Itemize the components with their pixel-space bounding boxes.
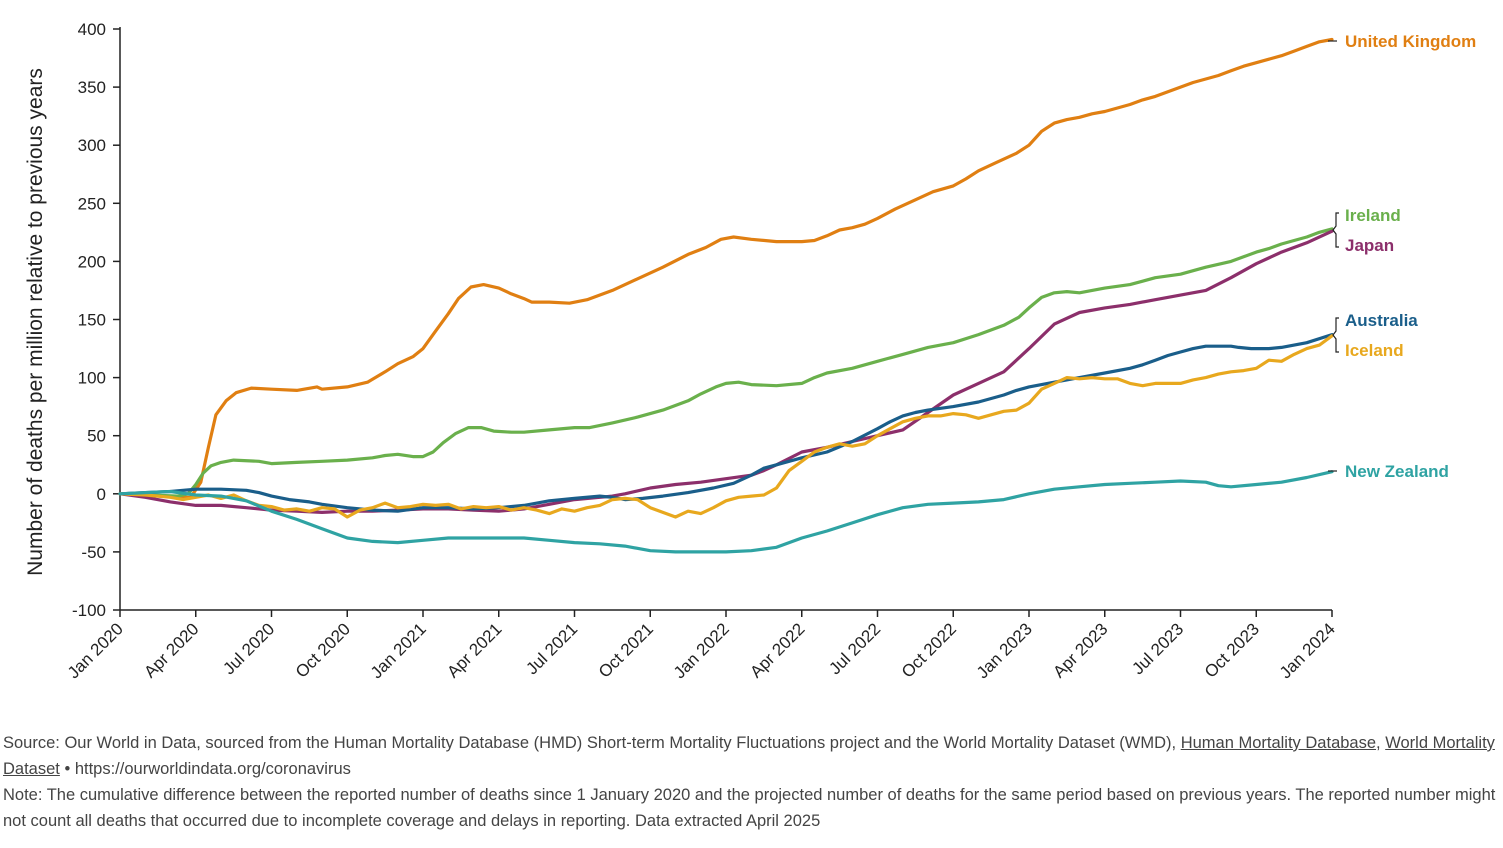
series-lines <box>118 37 1334 554</box>
x-tick-label: Jan 2023 <box>973 619 1036 682</box>
x-tick-label: Jul 2020 <box>219 619 278 678</box>
x-tick-label: Oct 2022 <box>898 619 960 681</box>
label-bracket <box>1332 317 1339 353</box>
series-label-ireland: Ireland <box>1345 206 1401 225</box>
y-tick-label: 100 <box>78 369 106 388</box>
series-line-iceland <box>118 334 1334 519</box>
chart-footer: Source: Our World in Data, sourced from … <box>3 730 1498 834</box>
series-label-iceland: Iceland <box>1345 341 1404 360</box>
x-tick-label: Jan 2021 <box>367 619 430 682</box>
y-tick-label: 0 <box>97 485 106 504</box>
hmd-link[interactable]: Human Mortality Database <box>1180 734 1377 752</box>
x-tick-label: Oct 2021 <box>595 619 657 681</box>
series-label-united-kingdom: United Kingdom <box>1345 32 1476 51</box>
note-text: Note: The cumulative difference between … <box>3 786 1496 830</box>
y-tick-label: -50 <box>81 543 106 562</box>
source-text: Source: Our World in Data, sourced from … <box>3 730 1498 782</box>
series-label-australia: Australia <box>1345 311 1418 330</box>
x-tick-label: Jul 2023 <box>1128 619 1187 678</box>
source-prefix: Source: Our World in Data, sourced from … <box>3 734 1181 752</box>
y-tick-label: 150 <box>78 311 106 330</box>
x-tick-label: Apr 2023 <box>1049 619 1111 681</box>
x-tick-label: Jan 2020 <box>64 619 127 682</box>
x-tick-label: Oct 2023 <box>1201 619 1263 681</box>
wmd-link[interactable]: World Mortality Dataset <box>3 734 1495 778</box>
series-line-japan <box>118 229 1334 514</box>
x-tick-label: Apr 2021 <box>443 619 505 681</box>
y-tick-label: 400 <box>78 20 106 39</box>
x-tick-label: Jul 2021 <box>522 619 581 678</box>
series-labels: United Kingdom Ireland Japan Australia Icela… <box>1328 32 1476 481</box>
x-tick-label: Jan 2024 <box>1276 619 1339 682</box>
source-suffix: • https://ourworldindata.org/coronavirus <box>59 760 351 778</box>
y-tick-label: -100 <box>72 601 106 620</box>
label-bracket <box>1332 212 1339 248</box>
series-label-new-zealand: New Zealand <box>1345 462 1449 481</box>
source-separator: , <box>1376 734 1386 752</box>
x-tick-label: Oct 2020 <box>292 619 354 681</box>
y-tick-label: 200 <box>78 252 106 271</box>
y-tick-label: 250 <box>78 194 106 213</box>
x-tick-label: Apr 2022 <box>746 619 808 681</box>
series-line-ireland <box>118 227 1334 498</box>
y-tick-label: 50 <box>87 427 106 446</box>
y-tick-label: 350 <box>78 78 106 97</box>
y-axis-label: Number of deaths per million relative to… <box>24 68 47 576</box>
y-tick-label: 300 <box>78 136 106 155</box>
x-tick-label: Jan 2022 <box>670 619 733 682</box>
x-tick-label: Jul 2022 <box>825 619 884 678</box>
series-line-new-zealand <box>118 470 1334 554</box>
series-label-japan: Japan <box>1345 236 1394 255</box>
series-line-australia <box>118 333 1334 513</box>
series-line-united-kingdom <box>118 37 1334 499</box>
x-tick-label: Apr 2020 <box>140 619 202 681</box>
